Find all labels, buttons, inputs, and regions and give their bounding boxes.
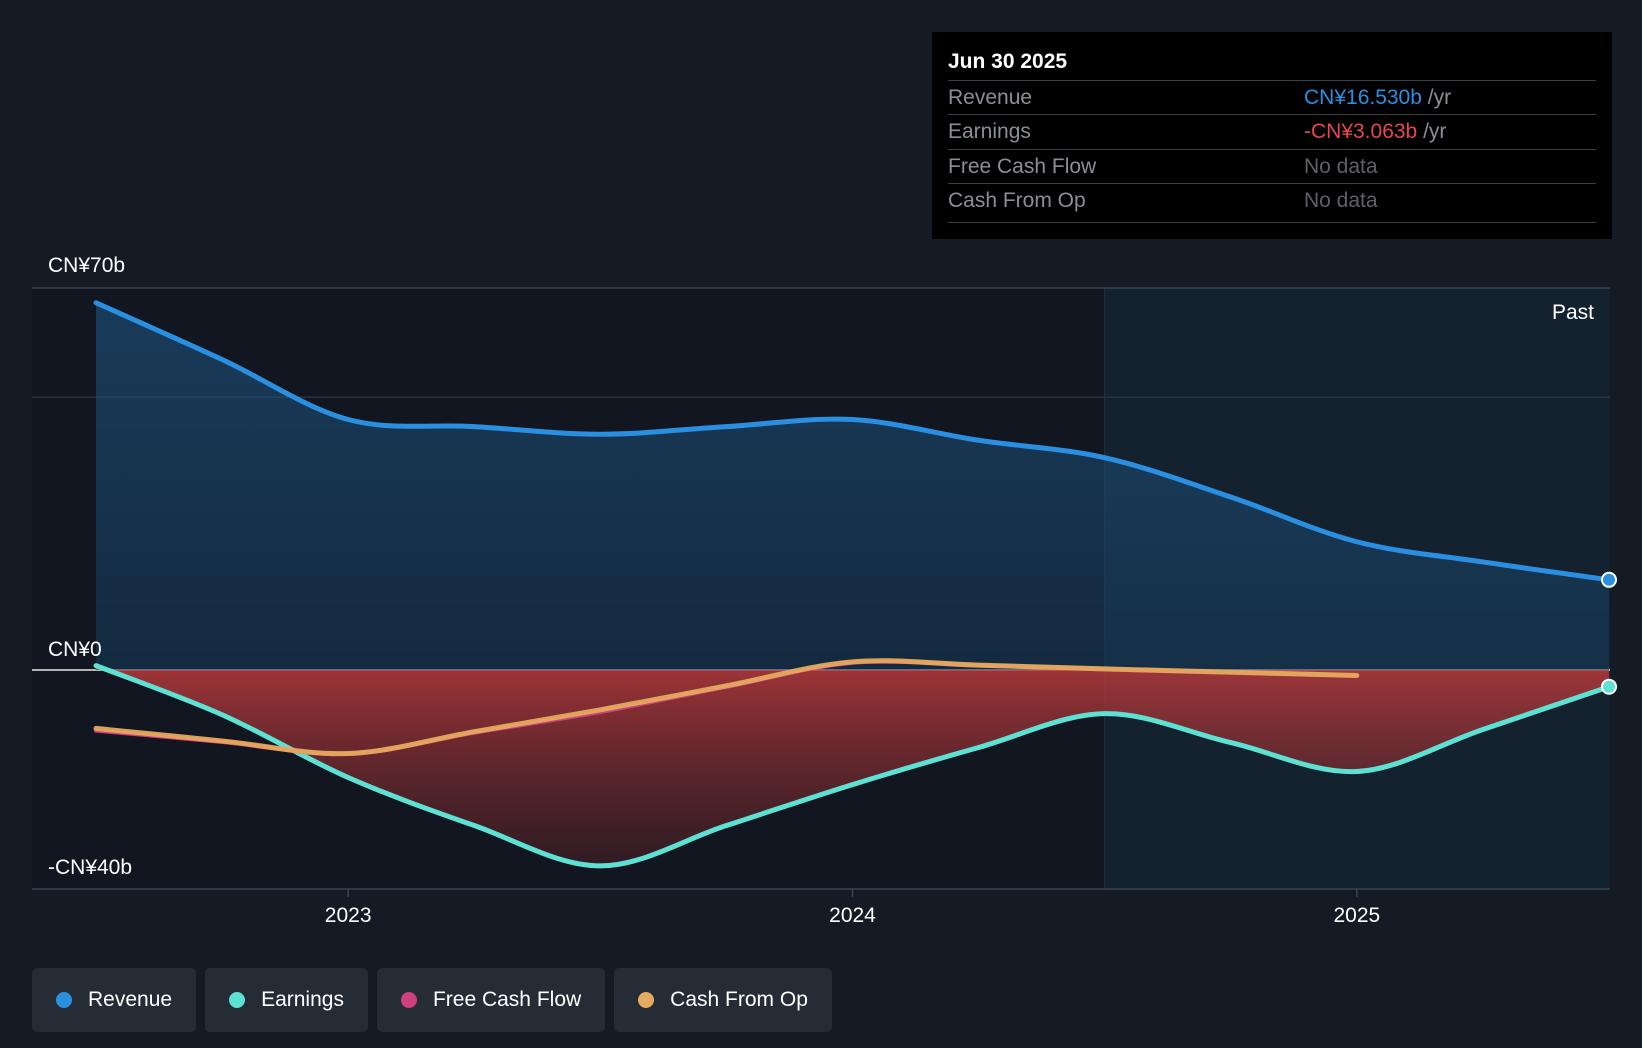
- tooltip-row-earnings: Earnings -CN¥3.063b /yr: [948, 114, 1596, 149]
- earnings-area: [96, 665, 1609, 866]
- legend-item-earnings[interactable]: Earnings: [205, 968, 368, 1032]
- legend-label: Earnings: [261, 988, 344, 1011]
- legend-item-revenue[interactable]: Revenue: [32, 968, 197, 1032]
- y-tick-label: CN¥70b: [48, 254, 125, 277]
- tooltip-divider: [948, 222, 1596, 223]
- revenue-area: [96, 302, 1609, 670]
- legend-label: Revenue: [88, 988, 173, 1011]
- earnings-dot-icon: [229, 992, 246, 1008]
- past-label: Past: [1552, 301, 1594, 324]
- revenue-endpoint: [1601, 571, 1617, 588]
- y-tick-label: -CN¥40b: [48, 856, 132, 879]
- tooltip-value: CN¥16.530b /yr: [1304, 86, 1452, 109]
- tooltip-value: No data: [1304, 189, 1378, 212]
- tooltip-label: Cash From Op: [948, 189, 1086, 212]
- legend: Revenue Earnings Free Cash Flow Cash Fro…: [32, 968, 832, 1032]
- cash-from-op-line: [93, 658, 1360, 757]
- tooltip-label: Earnings: [948, 120, 1031, 143]
- tooltip-value: -CN¥3.063b /yr: [1304, 120, 1447, 143]
- tooltip-row-cash-from-op: Cash From Op No data: [948, 183, 1596, 218]
- tooltip-label: Revenue: [948, 86, 1033, 109]
- y-tick-label: CN¥0: [48, 638, 102, 661]
- tooltip-row-free-cash-flow: Free Cash Flow No data: [948, 149, 1596, 184]
- x-tick-label: 2024: [829, 904, 876, 927]
- legend-label: Cash From Op: [670, 988, 808, 1011]
- tooltip-label: Free Cash Flow: [948, 155, 1097, 178]
- tooltip-row-revenue: Revenue CN¥16.530b /yr: [948, 80, 1596, 115]
- tooltip-date: Jun 30 2025: [948, 50, 1068, 73]
- legend-item-free-cash-flow[interactable]: Free Cash Flow: [376, 968, 606, 1032]
- cash-from-op-dot-icon: [638, 992, 655, 1008]
- free-cash-flow-dot-icon: [400, 992, 417, 1008]
- tooltip-value: No data: [1304, 155, 1378, 178]
- earnings-endpoint: [1601, 678, 1617, 695]
- revenue-line: [93, 300, 1610, 583]
- tooltip: Jun 30 2025 Revenue CN¥16.530b /yr Earni…: [932, 32, 1612, 239]
- legend-label: Free Cash Flow: [432, 988, 582, 1011]
- revenue-dot-icon: [56, 992, 72, 1008]
- x-tick-label: 2023: [325, 904, 372, 927]
- legend-item-cash-from-op[interactable]: Cash From Op: [614, 968, 832, 1032]
- x-tick-label: 2025: [1333, 904, 1380, 927]
- earnings-line: [93, 663, 1610, 869]
